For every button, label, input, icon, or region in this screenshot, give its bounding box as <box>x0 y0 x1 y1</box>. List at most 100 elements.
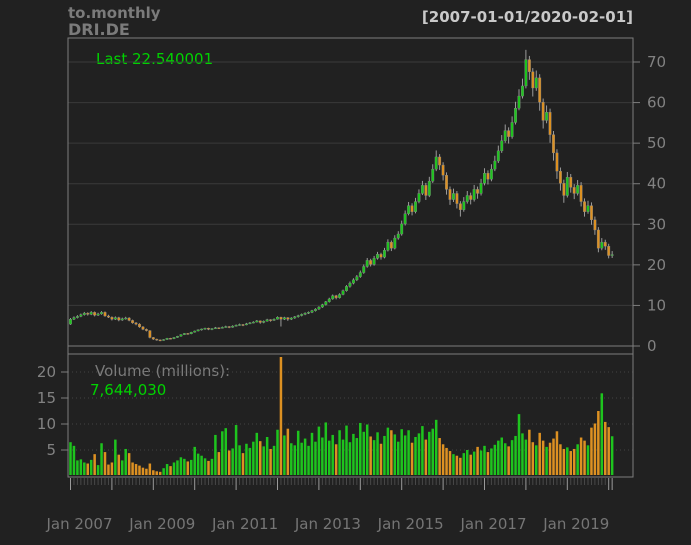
volume-bar <box>593 423 597 475</box>
candle-body <box>107 315 110 318</box>
volume-bar <box>145 468 148 475</box>
candle-body <box>317 306 321 310</box>
volume-bar <box>76 460 79 475</box>
volume-bar <box>148 463 152 475</box>
candle-body <box>521 85 524 97</box>
volume-bar <box>493 444 497 475</box>
volume-bar <box>552 438 555 475</box>
candle-body <box>472 189 476 200</box>
volume-bar <box>103 452 107 475</box>
price-axis-label: 0 <box>647 337 657 355</box>
candle-body <box>365 260 369 267</box>
volume-bar <box>410 442 414 475</box>
candle-body <box>227 326 231 328</box>
volume-bar <box>96 465 100 475</box>
candle-body <box>131 320 135 324</box>
volume-bar <box>141 467 145 475</box>
volume-bar <box>348 442 352 475</box>
volume-bar <box>214 434 217 475</box>
candle-body <box>279 317 283 320</box>
candle-body <box>238 324 241 326</box>
volume-bar <box>241 453 245 475</box>
candle-body <box>503 130 507 141</box>
volume-bar <box>455 455 459 475</box>
candle-body <box>458 203 462 210</box>
candle-body <box>507 130 511 137</box>
candle-body <box>345 286 348 291</box>
candle-body <box>348 282 352 287</box>
volume-bar <box>476 446 479 475</box>
volume-bar <box>445 447 448 475</box>
date-range-label: [2007-01-01/2020-02-01] <box>421 8 633 26</box>
candle-body <box>144 329 148 331</box>
candle-body <box>593 219 597 231</box>
volume-bar <box>341 439 345 475</box>
volume-bar <box>238 445 241 475</box>
volume-bar <box>321 437 324 475</box>
candle-body <box>531 71 535 89</box>
candle-body <box>200 328 204 331</box>
volume-bar <box>507 446 510 475</box>
candle-body <box>86 312 90 315</box>
candle-body <box>486 172 490 180</box>
volume-bar <box>89 459 93 475</box>
volume-bar <box>110 462 114 475</box>
candle-body <box>462 201 466 210</box>
volume-bar <box>503 443 507 475</box>
volume-bar <box>383 435 386 475</box>
candle-body <box>420 185 424 194</box>
chart-symbol-title: DRI.DE <box>68 20 130 39</box>
volume-bar <box>134 464 138 475</box>
candle-body <box>207 327 210 330</box>
volume-bar <box>607 427 610 475</box>
x-axis-year-label: Jan 2019 <box>542 515 609 533</box>
volume-bar <box>93 454 96 475</box>
volume-bar <box>117 454 121 475</box>
candle-body <box>403 213 407 225</box>
volume-bar <box>559 444 562 475</box>
volume-bar <box>352 433 355 475</box>
candle-body <box>124 317 128 320</box>
candle-body <box>438 156 442 166</box>
candle-body <box>213 327 217 329</box>
volume-bar <box>121 460 124 475</box>
candle-body <box>362 266 366 273</box>
candle-body <box>334 295 338 298</box>
x-axis-year-label: Jan 2013 <box>294 515 361 533</box>
candle-body <box>517 95 521 109</box>
candle-body <box>224 326 228 328</box>
volume-bar <box>196 453 200 475</box>
volume-bar <box>521 433 524 475</box>
volume-bar <box>417 433 421 475</box>
candle-body <box>376 254 379 259</box>
candle-body <box>448 189 452 200</box>
volume-bar <box>138 465 141 475</box>
volume-bar <box>407 430 410 475</box>
volume-bar <box>434 419 438 475</box>
candle-body <box>282 317 286 320</box>
volume-bar <box>158 471 162 475</box>
volume-bar <box>365 424 369 475</box>
x-axis-year-label: Jan 2017 <box>459 515 526 533</box>
volume-bar <box>548 442 552 475</box>
candle-body <box>393 237 397 249</box>
candle-body <box>165 338 169 340</box>
candle-body <box>272 319 276 321</box>
candle-body <box>300 314 304 316</box>
candle-body <box>386 241 390 251</box>
candle-body <box>75 316 79 318</box>
candle-body <box>548 112 552 135</box>
volume-bar <box>290 443 293 475</box>
candle-body <box>196 329 200 332</box>
volume-bar <box>259 441 262 475</box>
volume-bar <box>269 448 272 475</box>
volume-bar <box>562 448 566 475</box>
candle-body <box>169 338 172 340</box>
volume-bar <box>528 429 531 475</box>
candle-body <box>476 189 480 194</box>
candle-body <box>586 205 590 212</box>
candle-body <box>310 310 314 313</box>
candle-body <box>293 316 297 319</box>
candle-body <box>341 290 345 295</box>
volume-bar <box>248 447 252 475</box>
